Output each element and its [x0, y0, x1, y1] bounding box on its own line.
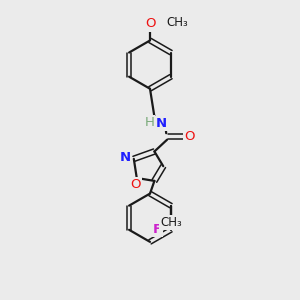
- Text: H: H: [145, 116, 154, 129]
- Text: F: F: [153, 223, 162, 236]
- Text: O: O: [184, 130, 195, 143]
- Text: CH₃: CH₃: [166, 16, 188, 29]
- Text: N: N: [156, 117, 167, 130]
- Text: N: N: [120, 151, 131, 164]
- Text: CH₃: CH₃: [160, 216, 182, 229]
- Text: O: O: [145, 17, 155, 31]
- Text: O: O: [130, 178, 140, 191]
